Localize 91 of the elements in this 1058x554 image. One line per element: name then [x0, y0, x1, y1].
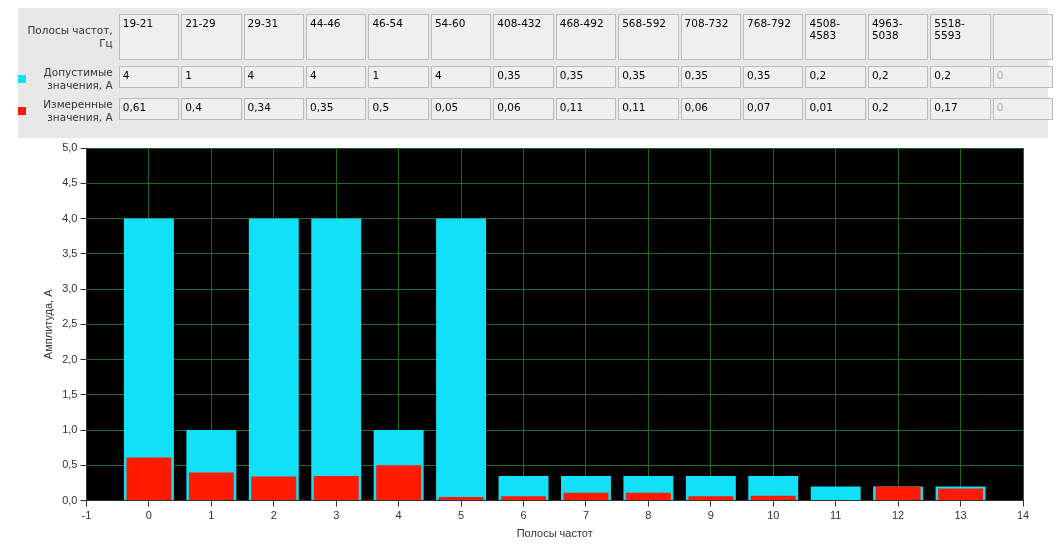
x-tick-label: 5: [458, 509, 465, 522]
bar: [438, 497, 484, 501]
y-tick-label: 4,5: [62, 176, 78, 189]
legend-label: Допустимые значения, А: [42, 66, 113, 92]
bar: [563, 492, 609, 501]
text: 4963-5038: [867, 14, 929, 60]
text: 768-792: [743, 14, 804, 60]
text: 46-54: [368, 14, 429, 60]
bar: [750, 495, 796, 501]
x-tick-label: -1: [81, 509, 92, 522]
text: 0,34: [243, 98, 304, 120]
text: 21-29: [181, 14, 242, 60]
text: 0,35: [743, 66, 804, 88]
legend-label: Измеренные значения, А: [42, 98, 113, 124]
text: 4: [430, 66, 492, 88]
bar: [688, 496, 734, 501]
text: 0,07: [743, 98, 804, 120]
x-axis-title: Полосы частот: [516, 527, 593, 540]
x-tick-label: 4: [395, 509, 402, 522]
bar: [436, 218, 487, 501]
x-tick-label: 2: [270, 509, 277, 522]
y-tick-label: 2,0: [62, 352, 78, 365]
text: 0,35: [493, 66, 554, 88]
text: 0,5: [368, 98, 429, 120]
y-tick-label: 0,5: [62, 458, 78, 471]
text: 0,06: [680, 98, 742, 120]
text: 0,61: [118, 98, 180, 120]
bar: [311, 218, 362, 501]
x-tick-label: 0: [145, 509, 152, 522]
y-tick-label: 5,0: [62, 141, 78, 154]
bar: [188, 472, 234, 501]
text: 0,06: [493, 98, 554, 120]
text: 0,2: [867, 66, 929, 88]
bar: [810, 486, 861, 501]
x-tick-label: 10: [767, 509, 780, 522]
y-tick-label: 3,0: [62, 282, 78, 295]
x-tick-label: 7: [582, 509, 590, 522]
y-tick-label: 2,5: [62, 317, 78, 330]
text: 5518-5593: [930, 14, 991, 60]
text: 0,35: [680, 66, 742, 88]
x-tick-label: 14: [1016, 509, 1030, 522]
y-tick-label: 1,5: [62, 387, 78, 400]
y-tick-label: 0,0: [62, 493, 78, 506]
text: 0: [992, 98, 1054, 120]
text: 0,35: [306, 98, 367, 120]
x-tick-label: 11: [829, 509, 842, 522]
text: 4508-4583: [805, 14, 866, 60]
text: 0,17: [930, 98, 991, 120]
y-tick-label: 3,5: [62, 246, 78, 259]
bar: [313, 475, 359, 501]
x-tick-label: 6: [520, 509, 527, 522]
text: 0,35: [618, 66, 679, 88]
bar: [376, 465, 422, 501]
text: 708-732: [680, 14, 742, 60]
text: 4: [243, 66, 304, 88]
x-tick-label: 3: [333, 509, 340, 522]
text: 0,2: [867, 98, 929, 120]
y-tick-label: 4,0: [62, 211, 78, 224]
text: 19-21: [118, 14, 180, 60]
x-tick-label: 13: [954, 509, 967, 522]
bar: [248, 218, 299, 501]
text: 1: [181, 66, 242, 88]
text: 0,05: [430, 98, 492, 120]
y-tick-label: 1,0: [62, 423, 78, 436]
text: 4: [306, 66, 367, 88]
text: 568-592: [618, 14, 679, 60]
text: 29-31: [243, 14, 304, 60]
text: 0: [992, 66, 1054, 88]
text: 0,4: [181, 98, 242, 120]
text: 44-46: [306, 14, 367, 60]
text: Полосы частот, Гц: [26, 24, 113, 50]
text: 0,11: [618, 98, 679, 120]
bar: [251, 476, 297, 501]
x-tick-label: 8: [645, 509, 652, 522]
y-axis-title: Амплитуда, А: [41, 288, 54, 360]
text: 0,35: [555, 66, 617, 88]
x-tick-label: 1: [208, 509, 215, 522]
text: 54-60: [430, 14, 492, 60]
text: 408-432: [493, 14, 554, 60]
x-tick-label: 12: [892, 509, 905, 522]
text: 0,11: [555, 98, 617, 120]
bar: [625, 492, 671, 501]
bar: [501, 496, 547, 501]
text: 0,2: [930, 66, 991, 88]
text: 0,2: [805, 66, 866, 88]
text: 468-492: [555, 14, 617, 60]
x-tick-label: 9: [707, 509, 714, 522]
text: 4: [118, 66, 180, 88]
bar: [126, 457, 172, 501]
text: 0,01: [805, 98, 866, 120]
text: 1: [368, 66, 429, 88]
